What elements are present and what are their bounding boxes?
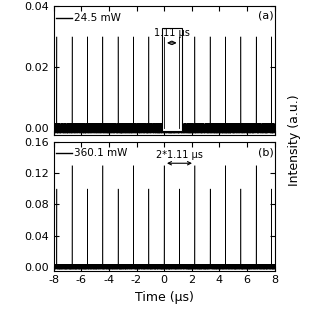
Text: 360.1 mW: 360.1 mW xyxy=(74,148,128,158)
Bar xyxy=(162,28,182,132)
Text: 1.11 μs: 1.11 μs xyxy=(154,28,190,38)
Text: (a): (a) xyxy=(258,10,273,21)
Text: 2*1.11 μs: 2*1.11 μs xyxy=(156,150,203,160)
Text: (b): (b) xyxy=(258,148,273,158)
Text: 24.5 mW: 24.5 mW xyxy=(74,13,121,23)
X-axis label: Time (μs): Time (μs) xyxy=(135,291,194,304)
Text: Intensity (a.u.): Intensity (a.u.) xyxy=(288,94,301,186)
